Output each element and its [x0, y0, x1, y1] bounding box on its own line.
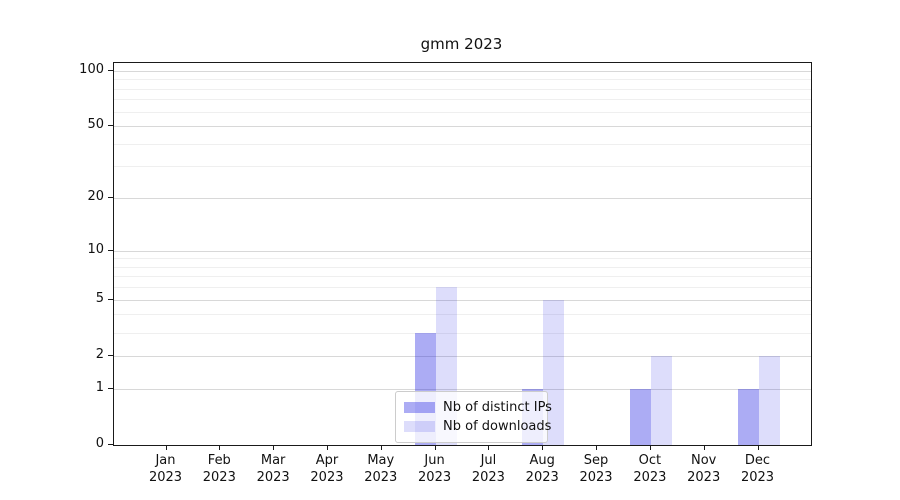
- gridline-minor: [114, 99, 811, 101]
- plot-area: [113, 62, 812, 446]
- y-tick-mark: [108, 387, 113, 389]
- x-tick-label: Sep 2023: [579, 453, 613, 485]
- x-tick-mark: [649, 445, 651, 450]
- x-tick-label: Jun 2023: [418, 453, 452, 485]
- gridline-minor: [114, 314, 811, 316]
- y-tick-mark: [108, 249, 113, 251]
- x-tick-mark: [757, 445, 759, 450]
- bar-distinct-ips-oct: [629, 388, 651, 445]
- gridline-minor: [114, 266, 811, 268]
- y-tick-mark: [108, 444, 113, 445]
- gridline-minor: [114, 143, 811, 145]
- gridline-minor: [114, 88, 811, 90]
- x-tick-mark: [219, 445, 221, 450]
- x-tick-label: Dec 2023: [740, 453, 775, 485]
- gridline-major: [114, 198, 811, 200]
- x-tick-mark: [434, 445, 436, 450]
- legend: Nb of distinct IPs Nb of downloads: [395, 391, 552, 443]
- y-tick-label: 2: [95, 346, 104, 362]
- x-tick-mark: [165, 445, 167, 450]
- x-tick-mark: [380, 445, 382, 450]
- x-tick-mark: [273, 445, 275, 450]
- gridline-major: [114, 250, 811, 252]
- y-tick-mark: [108, 354, 113, 356]
- gridline-major: [114, 355, 811, 357]
- y-tick-mark: [108, 298, 113, 300]
- x-tick-label: May 2023: [364, 453, 398, 485]
- y-tick-label: 20: [87, 189, 104, 205]
- y-tick-label: 1: [95, 379, 104, 395]
- y-tick-label: 5: [95, 290, 104, 306]
- y-tick-mark: [108, 69, 113, 71]
- gridline-minor: [114, 111, 811, 113]
- x-tick-label: Mar 2023: [256, 453, 290, 485]
- gridline-minor: [114, 276, 811, 278]
- x-tick-label: Jan 2023: [148, 453, 183, 485]
- y-tick-label: 0: [95, 436, 104, 451]
- gridline-minor: [114, 79, 811, 81]
- y-tick-mark: [108, 197, 113, 199]
- gridline-major: [114, 299, 811, 301]
- gridline-major: [114, 70, 811, 72]
- x-tick-mark: [488, 445, 490, 450]
- legend-label-distinct-ips: Nb of distinct IPs: [443, 399, 552, 415]
- gridline-minor: [114, 332, 811, 334]
- y-tick-mark: [108, 125, 113, 127]
- y-tick-label: 50: [87, 117, 104, 133]
- chart-title: gmm 2023: [420, 35, 503, 53]
- x-tick-mark: [542, 445, 544, 450]
- gridline-minor: [114, 258, 811, 260]
- x-tick-label: Oct 2023: [633, 453, 667, 485]
- gridline-major: [114, 388, 811, 390]
- x-tick-mark: [703, 445, 705, 450]
- bar-downloads-oct: [650, 355, 672, 445]
- x-tick-label: Apr 2023: [310, 453, 344, 485]
- legend-label-downloads: Nb of downloads: [443, 418, 552, 434]
- x-tick-mark: [326, 445, 328, 450]
- x-tick-label: Nov 2023: [687, 453, 721, 485]
- gridline-minor: [114, 166, 811, 168]
- gridline-minor: [114, 287, 811, 289]
- x-tick-mark: [596, 445, 598, 450]
- y-tick-label: 100: [79, 61, 104, 77]
- x-tick-label: Aug 2023: [525, 453, 559, 485]
- legend-item-distinct-ips: Nb of distinct IPs: [404, 398, 552, 416]
- bar-distinct-ips-dec: [737, 388, 759, 445]
- legend-item-downloads: Nb of downloads: [404, 417, 551, 435]
- bar-downloads-dec: [758, 355, 780, 445]
- gridline-major: [114, 126, 811, 128]
- legend-swatch-distinct-ips-icon: [404, 401, 435, 413]
- x-tick-label: Feb 2023: [202, 453, 236, 485]
- x-tick-label: Jul 2023: [471, 453, 505, 485]
- y-tick-label: 10: [87, 241, 104, 257]
- bar-downloads-aug: [543, 299, 565, 445]
- legend-swatch-downloads-icon: [404, 420, 435, 432]
